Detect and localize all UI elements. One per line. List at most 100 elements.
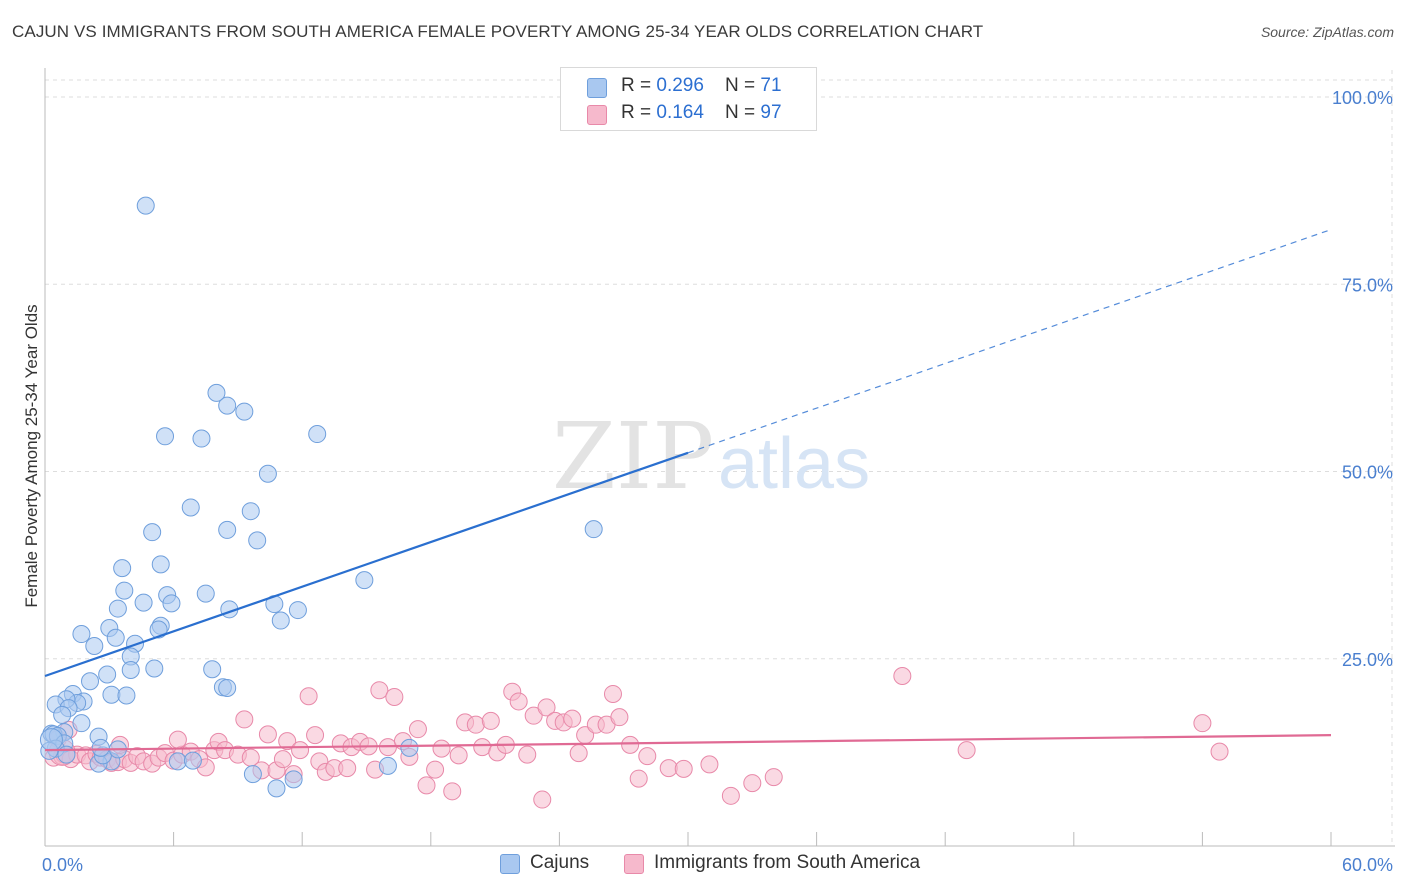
immigrants-point <box>466 715 485 734</box>
cajuns-point <box>284 770 303 789</box>
immigrants-point <box>610 708 629 727</box>
cajuns-point <box>106 628 125 647</box>
immigrants-point <box>370 681 389 700</box>
cajuns-point <box>378 756 397 775</box>
cajuns-point <box>183 751 202 770</box>
immigrants-point <box>443 782 462 801</box>
cajuns-point <box>218 396 237 415</box>
cajuns-trend-line <box>44 451 689 678</box>
cajuns-point <box>288 601 307 620</box>
cajuns-point <box>108 599 127 618</box>
cajuns-point <box>271 611 290 630</box>
immigrants-trend-line <box>44 734 1332 752</box>
immigrants-point <box>168 730 187 749</box>
cajuns-point <box>102 685 121 704</box>
cajuns-swatch <box>587 78 607 98</box>
immigrants-point <box>338 759 357 778</box>
immigrants-point <box>743 774 762 793</box>
immigrants-point <box>621 735 640 754</box>
cajuns-point <box>355 571 374 590</box>
cajuns-point <box>98 665 117 684</box>
trend-lines <box>44 229 1332 752</box>
cajuns-point <box>162 594 181 613</box>
cajuns-point <box>136 196 155 215</box>
cajuns-point <box>121 660 140 679</box>
y-tick-labels: 100.0% 75.0% 50.0% 25.0% <box>1332 88 1393 670</box>
cajuns-point <box>258 464 277 483</box>
series-legend: Cajuns Immigrants from South America <box>0 851 1406 877</box>
n-label: N = <box>725 75 761 96</box>
cajuns-point <box>156 427 175 446</box>
immigrants-point <box>449 746 468 765</box>
immigrants-point <box>603 684 622 703</box>
immigrants-point <box>563 709 582 728</box>
r-value: 0.164 <box>656 102 704 123</box>
immigrants-point <box>235 710 254 729</box>
cajuns-point <box>584 520 603 539</box>
immigrants-point <box>957 741 976 760</box>
immigrants-point <box>291 741 310 760</box>
legend-label-immigrants: Immigrants from South America <box>654 852 921 873</box>
immigrants-point <box>473 738 492 757</box>
immigrants-point <box>432 739 451 758</box>
cajuns-point <box>151 555 170 574</box>
immigrants-point <box>518 745 537 764</box>
cajuns-point <box>241 502 260 521</box>
y-tick-label: 50.0% <box>1342 463 1393 483</box>
cajuns-swatch <box>500 854 520 874</box>
immigrants-point <box>659 759 678 778</box>
cajuns-point <box>196 584 215 603</box>
cajuns-point <box>243 765 262 784</box>
cajuns-point <box>113 559 132 578</box>
cajuns-point <box>248 531 267 550</box>
cajuns-point <box>72 625 91 644</box>
cajuns-point <box>168 752 187 771</box>
watermark-zip: ZIP <box>552 403 714 510</box>
immigrants-point <box>721 786 740 805</box>
cajuns-point <box>218 520 237 539</box>
x-tick-label: 0.0% <box>42 855 83 875</box>
cajuns-point <box>115 581 134 600</box>
immigrants-point <box>509 692 528 711</box>
cajuns-point <box>81 672 100 691</box>
watermark-atlas: atlas <box>718 424 870 504</box>
y-tick-label: 25.0% <box>1342 650 1393 670</box>
immigrants-point <box>1210 742 1229 761</box>
n-value: 97 <box>760 102 782 123</box>
immigrants-point <box>629 769 648 788</box>
immigrants-point <box>481 711 500 730</box>
cajuns-point <box>72 714 91 733</box>
cajuns-point <box>192 429 211 448</box>
cajuns-point <box>134 593 153 612</box>
immigrants-point <box>417 776 436 795</box>
cajuns-point <box>57 745 76 764</box>
cajuns-point <box>235 402 254 421</box>
immigrants-point <box>426 760 445 779</box>
immigrants-point <box>306 726 325 745</box>
source-label: Source: ZipAtlas.com <box>1260 24 1394 40</box>
immigrants-point <box>1193 714 1212 733</box>
immigrants-point <box>537 698 556 717</box>
immigrants-point <box>569 744 588 763</box>
immigrants-point <box>258 725 277 744</box>
immigrants-point <box>299 687 318 706</box>
chart-title: CAJUN VS IMMIGRANTS FROM SOUTH AMERICA F… <box>12 22 984 41</box>
y-tick-label: 75.0% <box>1342 275 1393 295</box>
x-tick-label: 60.0% <box>1342 855 1393 875</box>
immigrants-point <box>638 747 657 766</box>
cajuns-point <box>149 620 168 639</box>
immigrants-point <box>533 790 552 809</box>
y-axis-label: Female Poverty Among 25-34 Year Olds <box>22 304 41 607</box>
cajuns-point <box>145 659 164 678</box>
immigrants-point <box>408 720 427 739</box>
immigrants-point <box>764 768 783 787</box>
cajuns-point <box>400 738 419 757</box>
n-value: 71 <box>760 75 782 96</box>
legend-label-cajuns: Cajuns <box>530 852 590 873</box>
immigrants-point <box>524 706 543 725</box>
cajuns-point <box>218 678 237 697</box>
stats-legend: R = 0.296 N = 71 R = 0.164 N = 97 <box>560 67 817 131</box>
cajuns-point <box>207 383 226 402</box>
cajuns-trend-extension <box>687 229 1332 454</box>
